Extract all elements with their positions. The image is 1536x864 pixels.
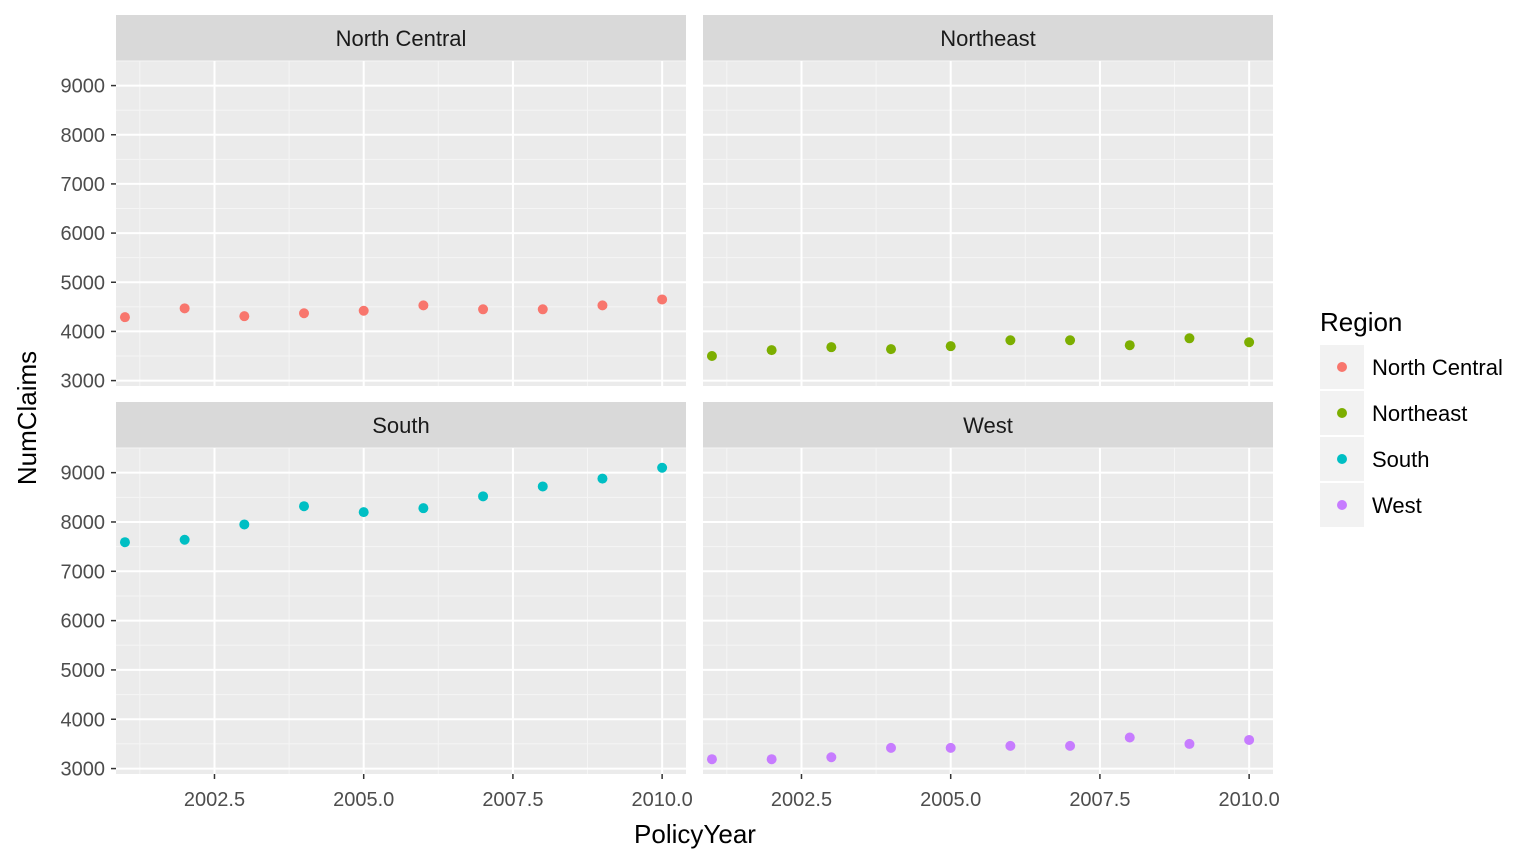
facet-strip-south <box>116 402 686 448</box>
data-point-northeast <box>706 351 717 362</box>
y-tick-label: 9000 <box>61 76 106 98</box>
legend-swatch-south <box>1337 454 1347 464</box>
y-tick-label: 4000 <box>61 321 106 343</box>
data-point-west <box>1184 738 1195 749</box>
data-point-northeast <box>1065 335 1076 346</box>
data-point-south <box>418 503 429 514</box>
legend-swatch-northeast <box>1337 408 1347 418</box>
data-point-west <box>945 742 956 753</box>
data-point-south <box>358 507 369 518</box>
legend: Region North Central Northeast South West <box>1320 307 1503 527</box>
data-point-west <box>706 754 717 765</box>
y-tick-label: 3000 <box>61 371 106 393</box>
facet-panel-south: South <box>116 402 686 774</box>
data-point-south <box>537 481 548 492</box>
data-point-north-central <box>299 308 310 319</box>
data-point-northeast <box>1244 337 1255 348</box>
data-point-north-central <box>478 304 489 315</box>
facet-panel-west: West <box>703 402 1273 774</box>
legend-label-south: South <box>1372 447 1430 472</box>
facet-strip-label-northeast: Northeast <box>940 26 1035 51</box>
y-axis: 3000 4000 5000 6000 7000 8000 9000 3000 4000 5000… <box>61 76 116 781</box>
x-axis-title: PolicyYear <box>634 819 756 849</box>
data-point-west <box>886 742 897 753</box>
x-tick-label: 2010.0 <box>632 789 693 811</box>
data-point-northeast <box>1184 333 1195 344</box>
y-tick-label: 7000 <box>61 561 106 583</box>
data-point-north-central <box>358 305 369 316</box>
data-point-west <box>1005 740 1016 751</box>
legend-title: Region <box>1320 307 1402 337</box>
y-tick-label: 9000 <box>61 463 106 485</box>
x-tick-label: 2010.0 <box>1219 789 1280 811</box>
legend-swatch-west <box>1337 500 1347 510</box>
data-point-northeast <box>945 341 956 352</box>
data-point-south <box>119 537 130 548</box>
x-tick-label: 2002.5 <box>771 789 832 811</box>
data-point-northeast <box>766 345 777 356</box>
data-point-northeast <box>826 342 837 353</box>
y-tick-label: 7000 <box>61 174 106 196</box>
data-point-north-central <box>119 312 130 323</box>
y-tick-label: 4000 <box>61 709 106 731</box>
facet-panels: North Central Northeast South West <box>116 15 1273 774</box>
data-point-north-central <box>537 304 548 315</box>
legend-label-north-central: North Central <box>1372 355 1503 380</box>
x-tick-label: 2005.0 <box>333 789 394 811</box>
legend-swatch-north-central <box>1337 362 1347 372</box>
x-tick-label: 2005.0 <box>920 789 981 811</box>
legend-label-west: West <box>1372 493 1422 518</box>
data-point-north-central <box>179 303 190 314</box>
data-point-west <box>826 752 837 763</box>
y-tick-label: 3000 <box>61 759 106 781</box>
x-axis: 2002.5 2005.0 2007.5 2010.0 2002.5 2005.0 2007… <box>184 774 1280 811</box>
facet-strip-label-north-central: North Central <box>336 26 467 51</box>
x-tick-label: 2007.5 <box>1069 789 1130 811</box>
data-point-west <box>1124 732 1135 743</box>
data-point-northeast <box>1124 340 1135 351</box>
data-point-north-central <box>657 294 668 305</box>
data-point-north-central <box>239 311 250 322</box>
legend-label-northeast: Northeast <box>1372 401 1467 426</box>
data-point-west <box>1065 740 1076 751</box>
data-point-north-central <box>418 300 429 311</box>
y-tick-label: 5000 <box>61 660 106 682</box>
data-point-west <box>766 754 777 765</box>
data-point-west <box>1244 734 1255 745</box>
data-point-south <box>597 473 608 484</box>
y-axis-title: NumClaims <box>12 351 42 485</box>
data-point-south <box>239 519 250 530</box>
data-point-northeast <box>1005 335 1016 346</box>
data-point-south <box>299 501 310 512</box>
y-tick-label: 8000 <box>61 125 106 147</box>
facet-panel-north-central: North Central <box>116 15 686 386</box>
data-point-south <box>478 491 489 502</box>
data-point-northeast <box>886 344 897 355</box>
facet-strip-northeast <box>703 15 1273 61</box>
data-point-south <box>179 534 190 545</box>
y-tick-label: 5000 <box>61 272 106 294</box>
data-point-north-central <box>597 300 608 311</box>
facet-strip-north-central <box>116 15 686 61</box>
y-tick-label: 6000 <box>61 611 106 633</box>
x-tick-label: 2002.5 <box>184 789 245 811</box>
facet-strip-label-south: South <box>372 413 430 438</box>
facet-strip-west <box>703 402 1273 448</box>
data-point-south <box>657 462 668 473</box>
x-tick-label: 2007.5 <box>482 789 543 811</box>
y-tick-label: 8000 <box>61 512 106 534</box>
y-tick-label: 6000 <box>61 223 106 245</box>
facet-strip-label-west: West <box>963 413 1013 438</box>
facet-panel-northeast: Northeast <box>703 15 1273 386</box>
